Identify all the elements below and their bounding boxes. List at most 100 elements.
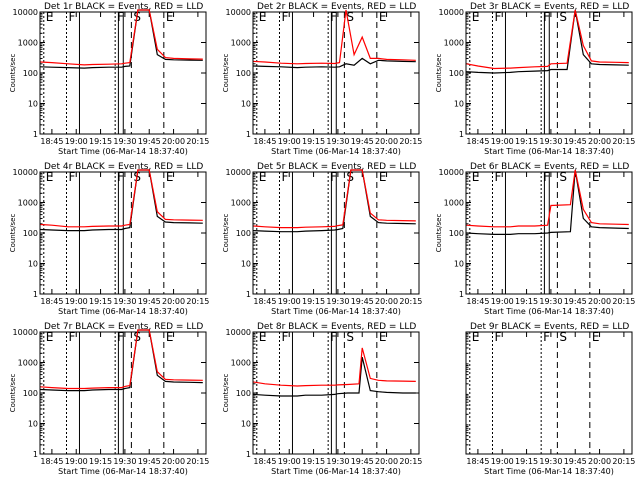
- x-tick-label: 19:30: [539, 457, 562, 466]
- x-tick-label: 19:00: [278, 457, 301, 466]
- x-axis-label: Start Time (06-Mar-14 18:37:40): [271, 467, 401, 476]
- x-tick-label: 19:30: [113, 137, 136, 146]
- x-tick-label: 19:45: [351, 457, 374, 466]
- x-tick-label: 20:15: [186, 297, 209, 306]
- marker-label: F: [68, 170, 75, 184]
- x-tick-label: 20:00: [375, 457, 398, 466]
- x-tick-label: 19:45: [351, 297, 374, 306]
- x-tick-label: 20:00: [375, 137, 398, 146]
- x-tick-label: 19:30: [326, 137, 349, 146]
- marker-label: E: [46, 170, 54, 184]
- x-tick-label: 19:00: [65, 457, 88, 466]
- lld-series-line: [466, 9, 629, 70]
- x-tick-label: 18:45: [253, 457, 276, 466]
- marker-label: F: [281, 330, 288, 344]
- x-tick-label: 18:45: [40, 137, 63, 146]
- y-tick-label: 1: [246, 450, 251, 459]
- y-tick-label: 10000: [226, 328, 251, 337]
- y-tick-label: 1000: [18, 359, 38, 368]
- events-series-line: [40, 9, 203, 69]
- marker-label: S: [346, 10, 354, 24]
- x-tick-label: 19:15: [302, 297, 325, 306]
- y-tick-label: 100: [449, 69, 464, 78]
- lld-series-line: [253, 347, 416, 387]
- x-axis-label: Start Time (06-Mar-14 18:37:40): [58, 467, 188, 476]
- y-tick-label: 10: [454, 260, 464, 269]
- marker-label: S: [559, 330, 567, 344]
- detector-panel-7: Det 7r BLACK = Events, RED = LLD 1 10 100 10…: [9, 322, 209, 476]
- marker-label: E: [166, 170, 174, 184]
- x-tick-label: 19:00: [491, 457, 514, 466]
- y-axis-label: Counts/sec: [9, 374, 17, 413]
- x-tick-label: 19:45: [351, 137, 374, 146]
- x-tick-label: 19:45: [138, 137, 161, 146]
- detector-panel-3: Det 3r BLACK = Events, RED = LLD 1 10 100 10…: [435, 2, 635, 156]
- marker-label: S: [346, 330, 354, 344]
- x-tick-label: 20:15: [399, 137, 422, 146]
- x-tick-label: 20:15: [399, 457, 422, 466]
- y-tick-label: 10000: [226, 8, 251, 17]
- x-tick-label: 20:00: [162, 137, 185, 146]
- marker-label: F: [117, 10, 124, 24]
- marker-label: F: [330, 10, 337, 24]
- y-axis-label: Counts/sec: [222, 214, 230, 253]
- y-tick-label: 10000: [439, 168, 464, 177]
- y-tick-label: 10: [454, 100, 464, 109]
- y-tick-label: 1000: [18, 199, 38, 208]
- y-tick-label: 1000: [18, 39, 38, 48]
- y-tick-label: 1: [459, 290, 464, 299]
- y-tick-label: 1: [33, 450, 38, 459]
- x-tick-label: 20:15: [399, 297, 422, 306]
- x-tick-label: 19:15: [515, 137, 538, 146]
- x-tick-label: 20:15: [612, 457, 635, 466]
- x-tick-label: 19:00: [65, 297, 88, 306]
- panel-title: Det 9r BLACK = Events, RED = LLD: [470, 322, 629, 332]
- marker-label: F: [68, 10, 75, 24]
- marker-label: E: [259, 10, 267, 24]
- detector-panel-5: Det 5r BLACK = Events, RED = LLD 1 10 100 10…: [222, 162, 422, 316]
- y-tick-label: 1: [459, 130, 464, 139]
- marker-label: E: [592, 10, 600, 24]
- x-tick-label: 20:00: [588, 137, 611, 146]
- y-tick-label: 100: [23, 229, 38, 238]
- marker-label: E: [46, 10, 54, 24]
- x-tick-label: 19:45: [564, 457, 587, 466]
- detector-panel-1: Det 1r BLACK = Events, RED = LLD 1 10 100 10…: [9, 2, 209, 156]
- panel-title: Det 3r BLACK = Events, RED = LLD: [470, 2, 629, 12]
- marker-label: E: [592, 170, 600, 184]
- detector-panel-6: Det 6r BLACK = Events, RED = LLD 1 10 100 10…: [435, 162, 635, 316]
- marker-label: E: [46, 330, 54, 344]
- marker-label: E: [379, 170, 387, 184]
- marker-label: E: [592, 330, 600, 344]
- y-axis-label: Counts/sec: [9, 54, 17, 93]
- events-series-line: [40, 169, 203, 232]
- y-tick-label: 10: [28, 260, 38, 269]
- y-tick-label: 10000: [13, 328, 38, 337]
- marker-label: E: [259, 170, 267, 184]
- x-tick-label: 18:45: [466, 297, 489, 306]
- y-tick-label: 10000: [13, 8, 38, 17]
- x-tick-label: 19:45: [138, 297, 161, 306]
- x-tick-label: 19:15: [89, 457, 112, 466]
- y-tick-label: 100: [449, 229, 464, 238]
- y-tick-label: 100: [23, 69, 38, 78]
- x-tick-label: 19:15: [515, 457, 538, 466]
- marker-label: F: [117, 330, 124, 344]
- marker-label: F: [494, 170, 501, 184]
- x-tick-label: 19:30: [539, 137, 562, 146]
- marker-label: F: [494, 330, 501, 344]
- y-tick-label: 10000: [13, 168, 38, 177]
- x-tick-label: 19:30: [326, 457, 349, 466]
- marker-label: F: [330, 330, 337, 344]
- marker-label: E: [472, 330, 480, 344]
- lld-series-line: [40, 329, 203, 390]
- y-tick-label: 1: [33, 130, 38, 139]
- panel-title: Det 6r BLACK = Events, RED = LLD: [470, 162, 629, 172]
- x-axis-label: Start Time (06-Mar-14 18:37:40): [271, 147, 401, 156]
- y-tick-label: 100: [23, 389, 38, 398]
- x-tick-label: 19:15: [515, 297, 538, 306]
- marker-label: F: [281, 170, 288, 184]
